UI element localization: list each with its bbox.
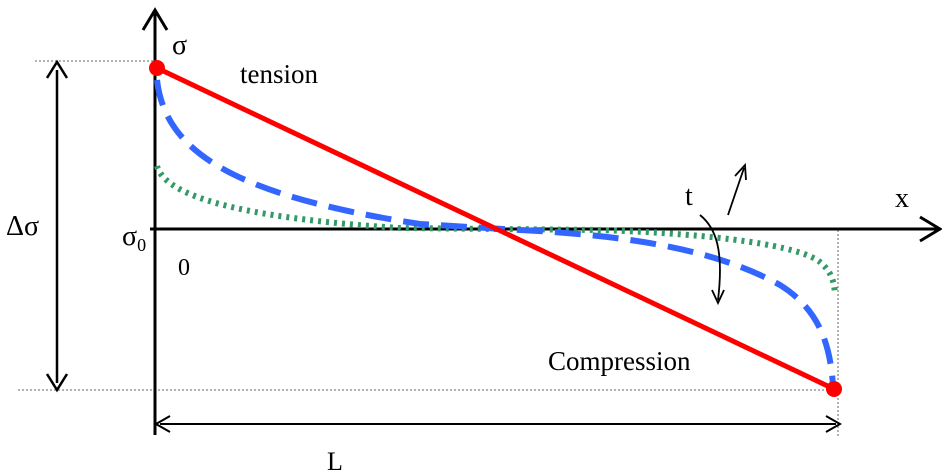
origin-label: 0 — [178, 255, 190, 281]
delta-sigma-arrowhead-top — [45, 59, 69, 79]
dotted-stress-profile — [154, 164, 838, 295]
time-arrow-down-head — [711, 289, 725, 306]
sigma0-label: σ0 — [122, 221, 146, 255]
x-axis-arrowhead — [919, 215, 942, 243]
sigma0-subscript: 0 — [137, 235, 146, 255]
compression-label: Compression — [548, 346, 691, 376]
sigma0-base: σ — [122, 221, 137, 252]
tension-label: tension — [240, 59, 318, 89]
sigma-axis-arrowhead — [141, 7, 169, 31]
linear-profile-end-marker — [826, 381, 842, 397]
delta-sigma-arrowhead-bottom — [45, 373, 69, 393]
dashed-stress-profile — [154, 79, 836, 386]
sigma-axis-label: σ — [172, 30, 187, 61]
time-arrow-up — [727, 167, 745, 216]
x-axis-label: x — [895, 183, 909, 214]
linear-stress-profile — [155, 65, 836, 392]
time-arrow-up-head — [734, 162, 747, 181]
length-label: L — [327, 447, 343, 472]
delta-sigma-label: Δσ — [6, 211, 39, 242]
length-arrowhead-right — [825, 415, 843, 433]
time-label: t — [685, 181, 693, 212]
linear-profile-start-marker — [149, 60, 165, 76]
time-arrow-down — [699, 214, 721, 301]
